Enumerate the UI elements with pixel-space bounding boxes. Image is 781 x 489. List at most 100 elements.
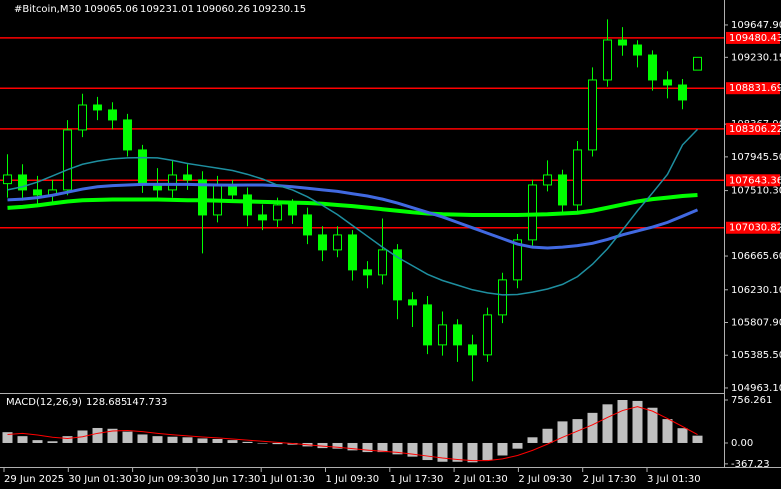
moving-average [7, 128, 699, 296]
x-tick-label: 30 Jun 17:30 [197, 474, 261, 485]
candle-body [393, 249, 402, 301]
level-label: 107030.82 [729, 223, 781, 234]
candle-body [663, 79, 672, 86]
level-label: 108306.22 [729, 124, 781, 135]
level-label-box [726, 174, 780, 187]
y-tick-label: 105807.90 [731, 317, 781, 328]
candle-body [453, 324, 462, 346]
candle-body [573, 149, 582, 206]
moving-average [7, 192, 698, 217]
macd-bar [332, 442, 343, 449]
y-tick-label: 756.261 [731, 395, 772, 406]
macd-bar [32, 440, 43, 443]
macd-signal [7, 406, 698, 462]
macd-bar [47, 441, 58, 443]
x-tick-label: 2 Jul 17:30 [583, 474, 637, 485]
price-pane: 109647.90109230.15108367.90107945.501075… [0, 19, 781, 485]
candle-body [123, 119, 132, 151]
macd-bar [632, 400, 643, 443]
y-tick-label: 109647.90 [731, 20, 781, 31]
y-tick-label: 106230.10 [731, 285, 781, 296]
candle-body [168, 174, 177, 191]
macd-bar [677, 428, 688, 443]
candle-body [408, 299, 417, 306]
candle-body [258, 214, 267, 221]
y-tick-label: 0.00 [731, 438, 753, 449]
level-label-box [726, 31, 780, 44]
macd-bar [542, 428, 553, 443]
candle-body [183, 174, 192, 181]
candle-body [333, 234, 342, 251]
candle-body [3, 174, 12, 185]
macd-bar [212, 439, 223, 443]
level-label-box [726, 221, 780, 234]
macd-hist-value: 128.685 [86, 397, 127, 408]
macd-bar [62, 436, 73, 443]
candle-body [648, 54, 657, 81]
y-tick-label: 107510.30 [731, 186, 781, 197]
x-tick-label: 30 Jun 01:30 [68, 474, 132, 485]
x-tick-label: 30 Jun 09:30 [133, 474, 197, 485]
level-label-box [726, 122, 780, 135]
moving-average [7, 182, 699, 250]
macd-bar [647, 407, 658, 443]
candle-body [678, 84, 687, 101]
header-open: 109065.06 [84, 4, 138, 15]
candle-body [138, 149, 147, 186]
candle-body [528, 184, 537, 241]
candle-body [468, 344, 477, 356]
candle-body [483, 314, 492, 356]
macd-bar [317, 442, 328, 449]
macd-bar [437, 442, 448, 462]
x-tick-label: 1 Jul 01:30 [261, 474, 315, 485]
macd-pane: 756.261 0.00 -367.23 [2, 395, 772, 470]
macd-bar [467, 442, 478, 463]
macd-bar [122, 431, 133, 443]
x-tick-label: 1 Jul 09:30 [326, 474, 380, 485]
level-label-box [726, 82, 780, 95]
candle-body [318, 234, 327, 251]
y-tick-label: 107945.50 [731, 152, 781, 163]
candle-body [93, 104, 102, 111]
candle-body [588, 79, 597, 151]
y-tick-label: 109230.15 [731, 52, 781, 63]
macd-bar [92, 427, 103, 443]
macd-bar [527, 437, 538, 443]
macd-bar [272, 442, 283, 445]
macd-bar [587, 412, 598, 443]
macd-bar [2, 432, 13, 443]
macd-bar [482, 442, 493, 461]
level-label: 108831.69 [729, 83, 781, 94]
candle-body [558, 174, 567, 206]
level-label: 109480.43 [729, 33, 781, 44]
candle-body [438, 324, 447, 346]
candle-body [513, 239, 522, 281]
macd-bar [227, 440, 238, 443]
macd-bar [422, 442, 433, 461]
y-tick-label: 106665.60 [731, 251, 781, 262]
candle-body [498, 279, 507, 316]
candle-body [603, 39, 612, 81]
candle-body [423, 304, 432, 346]
macd-bar [557, 421, 568, 443]
candle-body [243, 194, 252, 216]
level-label: 107643.36 [729, 175, 781, 186]
candle-body [348, 234, 357, 271]
macd-bar [257, 442, 268, 444]
candle-body [63, 129, 72, 191]
y-tick-label: 105385.50 [731, 350, 781, 361]
x-tick-label: 2 Jul 09:30 [518, 474, 572, 485]
macd-bar [107, 428, 118, 443]
candle-body [303, 214, 312, 236]
macd-signal-value: 147.733 [126, 397, 167, 408]
macd-bar [17, 436, 28, 443]
header-close: 109230.15 [252, 4, 306, 15]
header-low: 109060.26 [196, 4, 250, 15]
macd-title: MACD(12,26,9) [6, 397, 82, 408]
macd-bar [602, 404, 613, 443]
macd-bar [692, 435, 703, 443]
candle-body [693, 56, 702, 71]
chart-title: #Bitcoin,M30 [14, 4, 81, 15]
